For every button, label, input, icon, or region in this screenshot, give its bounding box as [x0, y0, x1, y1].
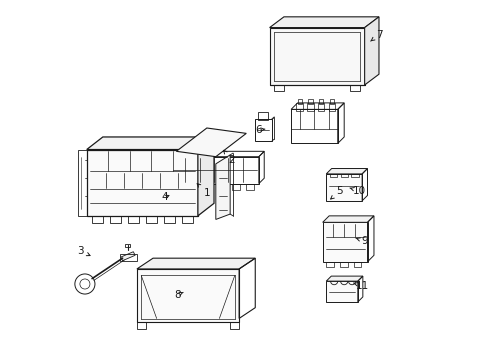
- Bar: [163, 216, 174, 223]
- Bar: [273, 85, 284, 91]
- Bar: [325, 281, 357, 302]
- Bar: [322, 222, 367, 262]
- Polygon shape: [121, 252, 135, 261]
- Bar: [306, 103, 313, 111]
- Bar: [325, 262, 333, 267]
- Bar: [86, 149, 198, 216]
- Bar: [340, 174, 347, 177]
- Text: 4: 4: [161, 192, 168, 202]
- Bar: [297, 99, 301, 104]
- Text: 8: 8: [173, 290, 183, 300]
- Text: 5: 5: [330, 186, 342, 199]
- Bar: [317, 103, 324, 111]
- Bar: [296, 103, 303, 111]
- Text: 2: 2: [223, 150, 235, 165]
- Bar: [92, 216, 102, 223]
- Bar: [137, 322, 145, 329]
- Polygon shape: [325, 168, 367, 174]
- Bar: [120, 253, 137, 261]
- Bar: [174, 184, 182, 190]
- Bar: [254, 119, 271, 141]
- Bar: [203, 184, 211, 190]
- Bar: [231, 184, 239, 190]
- Bar: [269, 28, 364, 85]
- Bar: [128, 216, 139, 223]
- Bar: [351, 174, 358, 177]
- Bar: [353, 262, 361, 267]
- Bar: [329, 174, 336, 177]
- Bar: [188, 184, 196, 190]
- Text: 6: 6: [255, 125, 264, 135]
- Text: 10: 10: [349, 186, 365, 196]
- Bar: [329, 99, 333, 104]
- Bar: [319, 99, 323, 104]
- Bar: [78, 149, 86, 216]
- Bar: [290, 109, 337, 143]
- Polygon shape: [269, 17, 378, 28]
- Text: 11: 11: [353, 281, 369, 291]
- Bar: [308, 99, 312, 104]
- Bar: [217, 184, 225, 190]
- Polygon shape: [86, 137, 214, 149]
- Bar: [125, 244, 130, 247]
- Polygon shape: [322, 216, 373, 222]
- Bar: [230, 322, 239, 329]
- Bar: [246, 184, 254, 190]
- Polygon shape: [364, 17, 378, 85]
- Bar: [349, 85, 360, 91]
- Bar: [145, 216, 156, 223]
- Polygon shape: [176, 128, 246, 157]
- Polygon shape: [137, 258, 255, 269]
- Polygon shape: [325, 276, 362, 281]
- Bar: [137, 269, 239, 322]
- Bar: [171, 157, 258, 184]
- Text: 1: 1: [197, 184, 210, 198]
- Bar: [325, 174, 362, 201]
- Bar: [258, 112, 267, 120]
- Bar: [328, 103, 335, 111]
- Polygon shape: [198, 137, 214, 216]
- Polygon shape: [215, 155, 230, 220]
- Bar: [182, 216, 192, 223]
- Text: 9: 9: [355, 236, 367, 246]
- Bar: [339, 262, 347, 267]
- Bar: [110, 216, 121, 223]
- Text: 7: 7: [370, 30, 382, 41]
- Text: 3: 3: [77, 246, 90, 256]
